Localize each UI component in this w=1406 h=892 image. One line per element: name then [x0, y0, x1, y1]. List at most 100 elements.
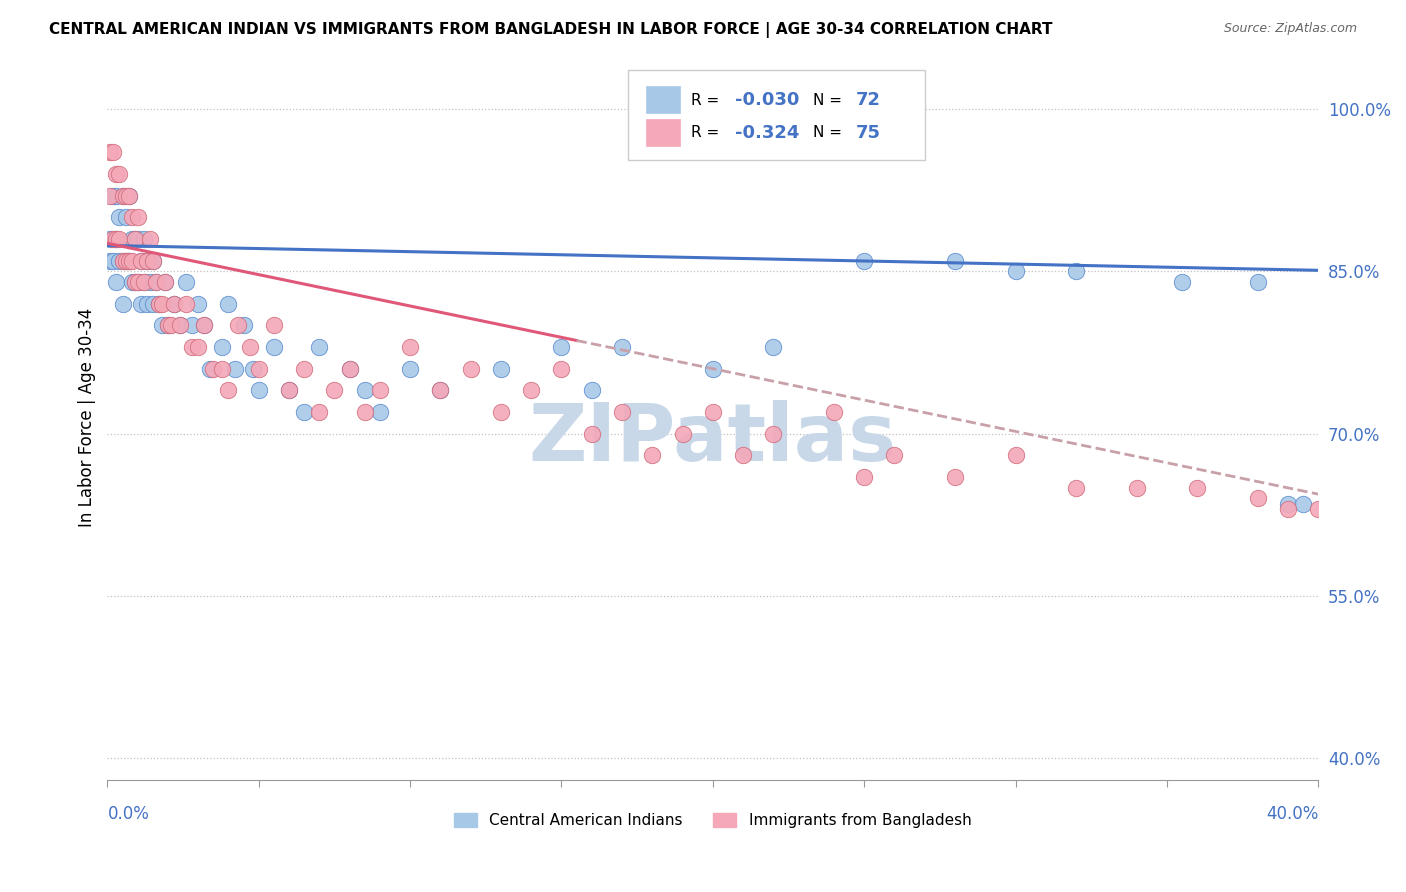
- Point: [292, 361, 315, 376]
- Point: [124, 275, 146, 289]
- Point: [943, 253, 966, 268]
- Text: 40.0%: 40.0%: [1265, 805, 1319, 823]
- Point: [1004, 264, 1026, 278]
- Point: [323, 384, 346, 398]
- Point: [135, 253, 157, 268]
- Point: [114, 253, 136, 268]
- Point: [156, 318, 179, 333]
- Point: [239, 340, 262, 354]
- Point: [610, 340, 633, 354]
- Point: [127, 211, 149, 225]
- Point: [127, 232, 149, 246]
- Point: [135, 253, 157, 268]
- Point: [308, 405, 330, 419]
- Point: [169, 318, 191, 333]
- Point: [103, 253, 125, 268]
- Text: N =: N =: [813, 93, 848, 108]
- Point: [550, 361, 572, 376]
- Point: [339, 361, 361, 376]
- Point: [103, 145, 125, 160]
- Point: [1064, 481, 1087, 495]
- Text: -0.324: -0.324: [734, 124, 799, 142]
- Point: [129, 253, 152, 268]
- Point: [150, 318, 173, 333]
- Point: [1247, 491, 1270, 506]
- Point: [1171, 275, 1194, 289]
- Point: [150, 297, 173, 311]
- Text: 0.0%: 0.0%: [107, 805, 149, 823]
- Point: [1125, 481, 1147, 495]
- Point: [121, 211, 143, 225]
- Point: [169, 318, 191, 333]
- Point: [399, 361, 422, 376]
- Point: [853, 470, 876, 484]
- Point: [124, 275, 146, 289]
- Bar: [647, 119, 681, 145]
- Point: [226, 318, 249, 333]
- Point: [135, 297, 157, 311]
- Point: [117, 188, 139, 202]
- Point: [853, 253, 876, 268]
- Text: 75: 75: [856, 124, 880, 142]
- Point: [339, 361, 361, 376]
- Point: [103, 232, 125, 246]
- Point: [163, 297, 186, 311]
- Point: [232, 318, 254, 333]
- Point: [111, 297, 134, 311]
- Point: [429, 384, 451, 398]
- Point: [163, 297, 186, 311]
- Point: [489, 361, 512, 376]
- Point: [733, 448, 755, 462]
- Point: [145, 275, 167, 289]
- Point: [111, 188, 134, 202]
- Point: [200, 361, 222, 376]
- FancyBboxPatch shape: [628, 70, 925, 161]
- Point: [1292, 497, 1315, 511]
- Point: [103, 188, 125, 202]
- Point: [550, 340, 572, 354]
- Y-axis label: In Labor Force | Age 30-34: In Labor Force | Age 30-34: [79, 308, 96, 527]
- Point: [121, 232, 143, 246]
- Point: [353, 384, 375, 398]
- Point: [1185, 481, 1208, 495]
- Point: [105, 188, 128, 202]
- Point: [263, 318, 285, 333]
- Point: [520, 384, 543, 398]
- Point: [114, 253, 136, 268]
- Point: [160, 318, 183, 333]
- Point: [153, 275, 176, 289]
- Point: [153, 275, 176, 289]
- Bar: [647, 87, 681, 113]
- Text: ZIPatlas: ZIPatlas: [529, 401, 897, 478]
- Point: [100, 145, 122, 160]
- Text: -0.030: -0.030: [734, 91, 799, 109]
- Point: [187, 340, 209, 354]
- Point: [211, 361, 233, 376]
- Point: [114, 188, 136, 202]
- Point: [1004, 448, 1026, 462]
- Point: [217, 297, 239, 311]
- Point: [174, 297, 197, 311]
- Text: R =: R =: [690, 93, 724, 108]
- Point: [883, 448, 905, 462]
- Point: [460, 361, 482, 376]
- Text: R =: R =: [690, 125, 724, 140]
- Point: [217, 384, 239, 398]
- Point: [1247, 275, 1270, 289]
- Point: [702, 361, 724, 376]
- Point: [108, 167, 131, 181]
- Point: [1064, 264, 1087, 278]
- Point: [114, 211, 136, 225]
- Point: [671, 426, 693, 441]
- Point: [100, 253, 122, 268]
- Point: [132, 275, 155, 289]
- Point: [247, 361, 270, 376]
- Point: [117, 188, 139, 202]
- Point: [111, 253, 134, 268]
- Point: [139, 275, 162, 289]
- Point: [181, 318, 204, 333]
- Point: [263, 340, 285, 354]
- Point: [121, 253, 143, 268]
- Point: [278, 384, 301, 398]
- Text: Source: ZipAtlas.com: Source: ZipAtlas.com: [1223, 22, 1357, 36]
